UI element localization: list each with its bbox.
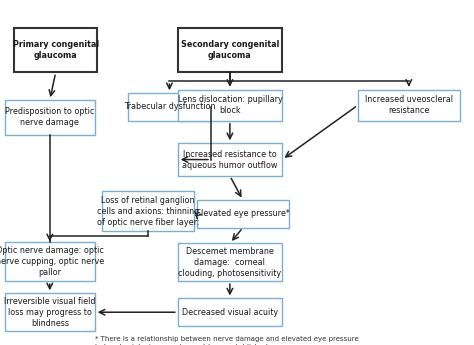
FancyBboxPatch shape — [178, 28, 282, 72]
Text: Irreversible visual field
loss may progress to
blindness: Irreversible visual field loss may progr… — [4, 297, 96, 328]
FancyBboxPatch shape — [5, 241, 95, 281]
Text: Trabecular dysfunction: Trabecular dysfunction — [124, 102, 215, 111]
FancyBboxPatch shape — [5, 293, 95, 331]
FancyBboxPatch shape — [178, 143, 282, 176]
FancyBboxPatch shape — [178, 90, 282, 121]
FancyBboxPatch shape — [5, 100, 95, 135]
FancyBboxPatch shape — [197, 200, 289, 228]
Text: Increased uveoscleral
resistance: Increased uveoscleral resistance — [365, 95, 453, 115]
Text: Loss of retinal ganglion
cells and axions: thinning
of optic nerve fiber layer:: Loss of retinal ganglion cells and axion… — [97, 196, 200, 227]
Text: Lens dislocation: pupillary
block: Lens dislocation: pupillary block — [178, 95, 282, 115]
FancyBboxPatch shape — [178, 243, 282, 281]
Text: Secondary congenital
glaucoma: Secondary congenital glaucoma — [181, 40, 279, 60]
FancyBboxPatch shape — [128, 93, 211, 121]
Text: Primary congenital
glaucoma: Primary congenital glaucoma — [13, 40, 99, 60]
Text: Predisposition to optic
nerve damage: Predisposition to optic nerve damage — [5, 107, 94, 127]
Text: Descemet membrane
damage:  corneal
clouding, photosensitivity: Descemet membrane damage: corneal cloudi… — [178, 247, 282, 278]
Text: Elevated eye pressure*: Elevated eye pressure* — [196, 209, 290, 218]
Text: Optic nerve damage: optic
nerve cupping, optic nerve
pallor: Optic nerve damage: optic nerve cupping,… — [0, 246, 104, 277]
FancyBboxPatch shape — [358, 90, 460, 121]
Text: * There is a relationship between nerve damage and elevated eye pressure
but a p: * There is a relationship between nerve … — [95, 336, 358, 345]
Text: Increased resistance to
aqueous humor outflow: Increased resistance to aqueous humor ou… — [182, 149, 278, 170]
FancyBboxPatch shape — [178, 298, 282, 326]
FancyBboxPatch shape — [14, 28, 97, 72]
Text: Decreased visual acuity: Decreased visual acuity — [182, 308, 278, 317]
FancyBboxPatch shape — [102, 191, 194, 231]
